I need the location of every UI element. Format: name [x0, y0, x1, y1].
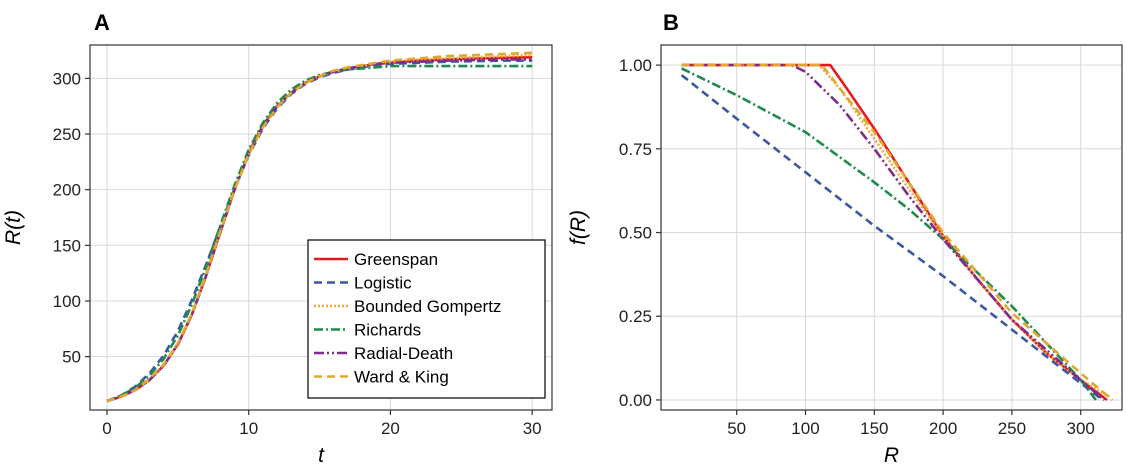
legend-box	[307, 239, 546, 399]
x-tick-label: 150	[860, 419, 888, 438]
panel-a: 0 10 20 30 50 100 150 200 250 300 t R(t) A	[2, 10, 553, 467]
legend-item: Richards	[314, 321, 421, 340]
legend-label: Richards	[354, 321, 421, 340]
panel-label: A	[94, 10, 110, 35]
legend-label: Bounded Gompertz	[354, 297, 501, 316]
x-tick-label: 0	[102, 419, 111, 438]
series-line-richards	[106, 64, 533, 403]
plot-frame	[660, 44, 1123, 411]
x-tick-label: 10	[239, 419, 258, 438]
x-tick-label: 50	[727, 419, 746, 438]
x-axis-title: t	[318, 444, 325, 467]
panel-b: 50 100 150 200 250 300 0.00 0.25 0.50 0.75 1.00 Rf(…	[567, 10, 1123, 467]
legend-label: Ward & King	[354, 368, 449, 387]
legend-item: Greenspan	[314, 250, 438, 269]
y-tick-label: 1.00	[619, 56, 652, 75]
x-tick-label: 250	[998, 419, 1026, 438]
legend-item: Logistic	[314, 274, 412, 293]
legend: Greenspan Logistic Bounded Gompertz Richard…	[307, 239, 546, 399]
x-tick-label: 20	[381, 419, 400, 438]
legend-item: Bounded Gompertz	[314, 297, 501, 316]
series-line-logistic	[680, 74, 1104, 402]
legend-label: Greenspan	[354, 250, 438, 269]
x-tick-label: 100	[791, 419, 819, 438]
y-tick-label: 0.75	[619, 140, 652, 159]
series-line-ward-king	[681, 63, 1114, 401]
grid-lines	[661, 45, 1122, 410]
series-line-richards	[681, 67, 1097, 401]
panel-label: B	[663, 10, 679, 35]
y-tick-label: 50	[62, 348, 81, 367]
series-line-bounded-gompertz	[681, 63, 1111, 398]
y-axis-title: R(t)	[2, 210, 25, 245]
y-tick-label: 300	[53, 69, 81, 88]
x-axis-title: R	[884, 444, 899, 467]
y-tick-label: 150	[53, 236, 81, 255]
plot-frame	[89, 44, 553, 411]
series-line-ward-king	[106, 51, 533, 403]
y-axis-title: f(R)	[567, 210, 590, 245]
series-group	[106, 51, 533, 403]
x-tick-label: 200	[929, 419, 957, 438]
legend-label: Radial-Death	[354, 344, 453, 363]
legend-item: Radial-Death	[314, 344, 453, 363]
y-tick-label: 0.00	[619, 391, 652, 410]
y-tick-label: 200	[53, 181, 81, 200]
y-tick-label: 250	[53, 125, 81, 144]
series-group	[680, 63, 1114, 402]
y-tick-label: 0.50	[619, 224, 652, 243]
y-tick-label: 0.25	[619, 307, 652, 326]
series-line-radial-death	[681, 63, 1105, 401]
legend-item: Ward & King	[314, 368, 449, 387]
legend-label: Logistic	[354, 274, 412, 293]
x-tick-label: 300	[1067, 419, 1095, 438]
x-tick-label: 30	[523, 419, 542, 438]
y-tick-label: 100	[53, 292, 81, 311]
